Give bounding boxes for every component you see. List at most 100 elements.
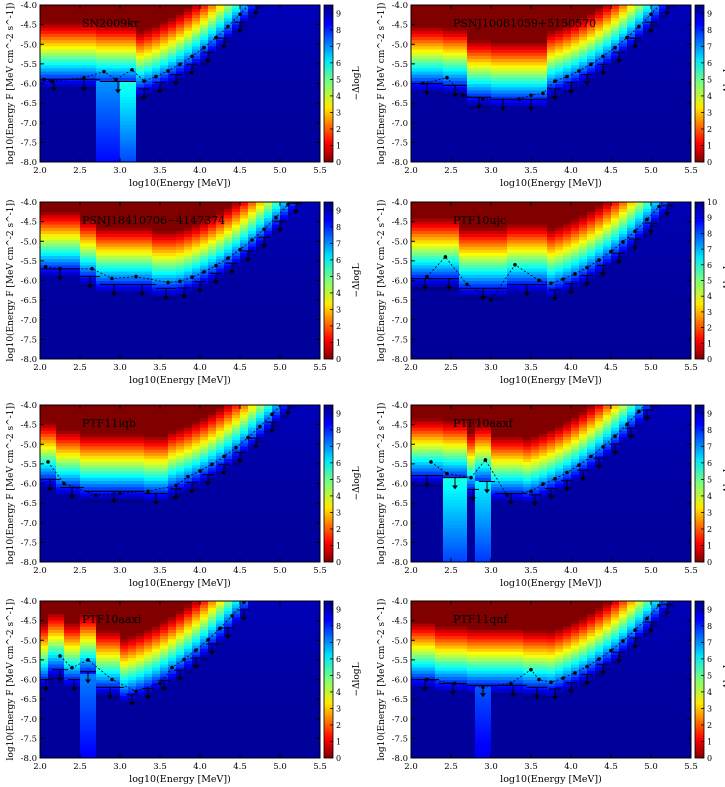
heatmap-cell [619,33,628,37]
heatmap-cell [120,118,129,122]
heatmap-cell [411,130,420,135]
heatmap-cell [136,130,145,135]
heatmap-cell [296,143,305,147]
heatmap-cell [104,99,113,103]
heatmap-cell [168,302,177,307]
heatmap-cell [635,42,644,47]
heatmap-cell [675,111,684,116]
heatmap-cell [435,127,444,132]
heatmap-cell [587,11,596,16]
heatmap-cell [224,274,233,278]
heatmap-cell [176,105,185,110]
heatmap-cell [443,92,452,97]
heatmap-cell [96,302,105,307]
heatmap-cell [555,77,564,81]
heatmap-cell [200,114,209,119]
heatmap-cell [483,83,492,88]
heatmap-cell [483,11,492,16]
heatmap-cell [56,211,65,216]
heatmap-cell [280,39,289,44]
heatmap-cell [80,299,89,304]
heatmap-cell [523,77,532,81]
heatmap-cell [587,26,596,31]
heatmap-cell [184,202,193,206]
heatmap-cell [88,111,97,116]
heatmap-cell [256,48,265,53]
heatmap-cell [176,86,185,91]
heatmap-cell [200,277,209,282]
heatmap-cell [635,136,644,141]
heatmap-cell [72,89,81,94]
heatmap-cell [216,26,225,31]
heatmap-cell [547,14,556,19]
heatmap-cell [256,96,265,100]
heatmap-cell [208,11,217,16]
heatmap-cell [216,223,225,228]
heatmap-cell [184,136,193,141]
heatmap-cell [104,296,113,300]
heatmap-cell [627,70,636,75]
heatmap-cell [571,48,580,53]
heatmap-cell [160,77,169,81]
colorbar-tick-label: 8 [707,26,712,35]
heatmap-cell [120,155,129,160]
heatmap-cell [643,55,652,59]
heatmap-cell [136,337,145,341]
heatmap-cell [144,283,153,288]
heatmap-cell [80,58,89,63]
heatmap-cell [304,20,313,25]
heatmap-cell [112,252,121,256]
heatmap-cell [112,83,121,88]
heatmap-cell [272,140,281,144]
heatmap-cell [56,118,65,122]
heatmap-cell [136,20,145,25]
heatmap-cell [459,89,468,94]
heatmap-cell [579,8,588,12]
heatmap-cell [563,67,572,72]
heatmap-cell [176,108,185,113]
heatmap-cell [176,214,185,219]
data-point [553,79,557,83]
heatmap-cell [184,349,193,354]
heatmap-cell [659,158,668,162]
heatmap-cell [40,48,49,53]
heatmap-cell [40,136,49,141]
heatmap-cell [192,302,201,307]
data-point [166,69,170,73]
heatmap-cell [176,305,185,310]
heatmap-cell [435,92,444,97]
heatmap-cell [280,158,289,162]
heatmap-cell [256,114,265,119]
heatmap-cell [88,152,97,157]
heatmap-cell [48,302,57,307]
heatmap-cell [128,20,137,25]
heatmap-cell [208,352,217,357]
heatmap-cell [603,67,612,72]
heatmap-cell [635,102,644,107]
heatmap-cell [427,74,436,78]
heatmap-cell [48,92,57,97]
heatmap-cell [587,92,596,97]
heatmap-cell [296,92,305,97]
heatmap-cell [200,146,209,151]
heatmap-cell [232,127,241,132]
data-point [238,12,242,17]
heatmap-cell [144,280,153,285]
heatmap-cell [136,220,145,225]
heatmap-cell [88,146,97,151]
heatmap-cell [64,249,73,253]
heatmap-cell [451,8,460,12]
heatmap-cell [168,283,177,288]
heatmap-cell [312,70,320,75]
heatmap-cell [587,36,596,41]
heatmap-cell [80,289,89,294]
heatmap-cell [208,211,217,216]
heatmap-cell [571,64,580,69]
heatmap-cell [619,23,628,28]
heatmap-cell [451,96,460,100]
heatmap-cell [272,152,281,157]
heatmap-cell [563,52,572,56]
heatmap-cell [104,346,113,351]
heatmap-cell [443,5,452,9]
